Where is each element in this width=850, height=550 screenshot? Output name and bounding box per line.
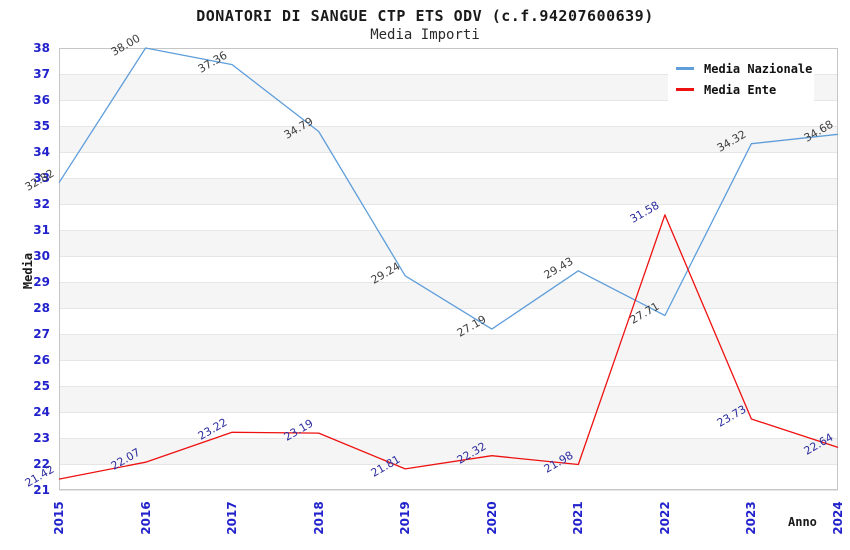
y-tick-label: 33 [33,171,50,185]
plot-band [59,438,838,464]
y-tick-label: 30 [33,249,50,263]
y-tick-label: 29 [33,275,50,289]
x-tick-label: 2016 [138,501,153,535]
y-tick-label: 22 [33,457,50,471]
legend-item-media-nazionale: Media Nazionale [668,58,814,79]
x-tick-label: 2018 [311,501,326,535]
plot-band [59,334,838,360]
plot-band [59,282,838,308]
y-tick-label: 24 [33,405,50,419]
plot-border [59,48,838,490]
series-line-1 [58,214,839,480]
x-tick-label: 2015 [52,501,66,535]
y-tick-label: 35 [33,119,50,133]
y-tick-label: 28 [33,301,50,315]
legend-label-ente: Media Ente [704,82,777,97]
plot-band [59,230,838,256]
x-tick-label: 2024 [831,501,845,535]
chart-title: DONATORI DI SANGUE CTP ETS ODV (c.f.9420… [196,7,654,25]
y-tick-label: 36 [33,93,50,107]
y-tick-label: 37 [33,67,50,81]
y-tick-label: 21 [33,483,50,497]
y-axis-title: Media [21,252,35,290]
chart-subtitle: Media Importi [370,27,480,43]
plot-band [59,178,838,204]
y-tick-label: 25 [33,379,50,393]
x-tick-label: 2021 [571,501,586,535]
y-tick-label: 38 [33,41,50,55]
y-tick-label: 26 [33,353,50,367]
y-tick-label: 27 [33,327,50,341]
legend-swatch-nazionale-icon [676,67,694,70]
y-tick-label: 23 [33,431,50,445]
plot-band [59,386,838,412]
x-tick-label: 2017 [225,501,240,535]
legend: Media Nazionale Media Ente [668,52,814,104]
x-tick-label: 2020 [484,501,499,535]
x-axis-title: Anno [788,515,817,529]
y-tick-label: 34 [33,145,50,159]
x-tick-label: 2023 [744,501,759,535]
y-tick-label: 31 [33,223,50,237]
series-line-0 [58,47,839,330]
legend-swatch-ente-icon [676,88,694,91]
legend-label-nazionale: Media Nazionale [704,61,813,76]
plot-band [59,126,838,152]
x-tick-label: 2019 [398,501,413,535]
y-tick-label: 32 [33,197,50,211]
legend-item-media-ente: Media Ente [668,79,814,100]
x-tick-label: 2022 [657,501,672,535]
